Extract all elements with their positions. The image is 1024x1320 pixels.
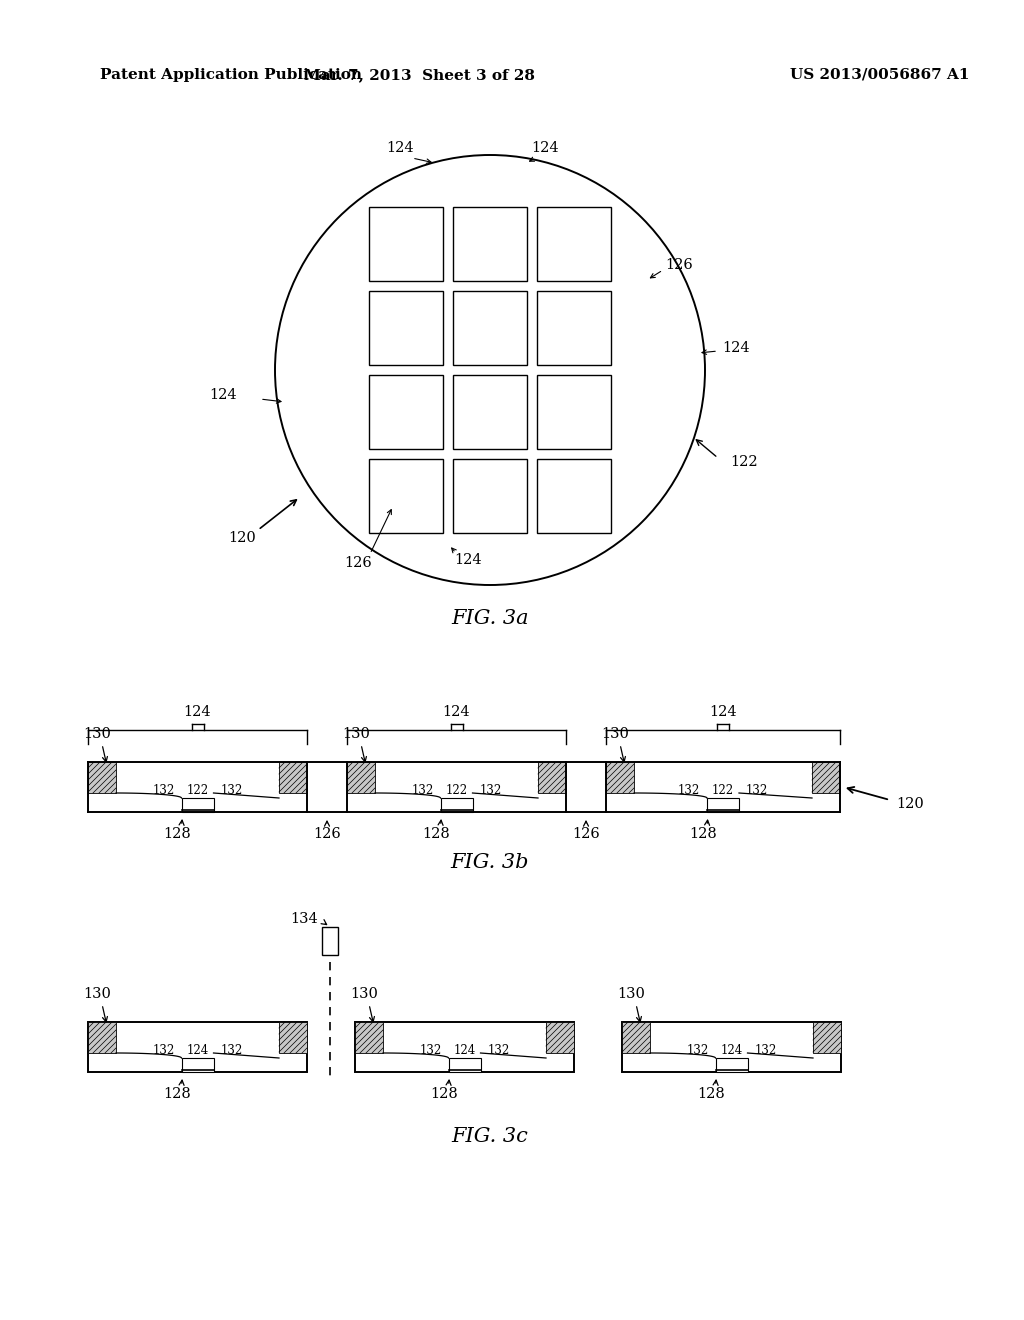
- Text: 130: 130: [601, 727, 629, 741]
- Bar: [279, 762, 307, 793]
- Text: 122: 122: [445, 784, 468, 797]
- Bar: [707, 799, 739, 812]
- Bar: [537, 207, 611, 281]
- Text: 130: 130: [83, 987, 111, 1001]
- Text: US 2013/0056867 A1: US 2013/0056867 A1: [790, 69, 970, 82]
- Text: 132: 132: [412, 784, 433, 797]
- Text: 128: 128: [164, 828, 191, 841]
- Text: 132: 132: [420, 1044, 441, 1057]
- Text: 124: 124: [186, 1044, 209, 1057]
- Text: 128: 128: [423, 828, 451, 841]
- Text: 124: 124: [455, 553, 482, 568]
- Text: 124: 124: [386, 141, 414, 154]
- Bar: [322, 927, 338, 954]
- Text: 134: 134: [290, 912, 318, 927]
- Bar: [813, 1022, 841, 1053]
- Text: 128: 128: [431, 1086, 459, 1101]
- Text: Mar. 7, 2013  Sheet 3 of 28: Mar. 7, 2013 Sheet 3 of 28: [304, 69, 536, 82]
- Bar: [347, 762, 375, 793]
- Text: 122: 122: [730, 455, 758, 469]
- Text: 122: 122: [712, 784, 734, 797]
- Text: 132: 132: [153, 1044, 175, 1057]
- Bar: [369, 207, 443, 281]
- Text: 132: 132: [686, 1044, 709, 1057]
- Text: 126: 126: [572, 828, 600, 841]
- Text: 128: 128: [689, 828, 717, 841]
- Text: 124: 124: [710, 705, 737, 719]
- Text: 124: 124: [183, 705, 211, 719]
- Bar: [369, 375, 443, 449]
- Text: 120: 120: [896, 797, 924, 810]
- Text: 130: 130: [342, 727, 370, 741]
- Text: 132: 132: [487, 1044, 510, 1057]
- Text: 132: 132: [678, 784, 700, 797]
- Text: 130: 130: [83, 727, 111, 741]
- Bar: [369, 290, 443, 366]
- Bar: [355, 1022, 383, 1053]
- Text: 128: 128: [697, 1086, 725, 1101]
- Bar: [716, 1059, 748, 1072]
- Text: 124: 124: [209, 388, 237, 403]
- Text: 124: 124: [531, 141, 559, 154]
- Bar: [537, 459, 611, 533]
- Bar: [181, 1059, 213, 1072]
- Bar: [453, 459, 527, 533]
- Text: 126: 126: [344, 556, 372, 570]
- Bar: [453, 207, 527, 281]
- Bar: [355, 1022, 574, 1072]
- Text: 120: 120: [228, 531, 256, 545]
- Bar: [537, 375, 611, 449]
- Text: 132: 132: [153, 784, 175, 797]
- Bar: [440, 799, 472, 812]
- Text: 126: 126: [665, 257, 693, 272]
- Bar: [449, 1059, 480, 1072]
- Text: 132: 132: [479, 784, 502, 797]
- Text: FIG. 3b: FIG. 3b: [451, 853, 529, 871]
- Bar: [622, 1022, 650, 1053]
- Text: 122: 122: [186, 784, 209, 797]
- Bar: [369, 459, 443, 533]
- Bar: [622, 1022, 841, 1072]
- Bar: [453, 375, 527, 449]
- Text: 124: 124: [442, 705, 470, 719]
- Bar: [538, 762, 566, 793]
- Text: 128: 128: [164, 1086, 191, 1101]
- Text: 132: 132: [755, 1044, 776, 1057]
- Bar: [546, 1022, 574, 1053]
- Bar: [606, 762, 634, 793]
- Bar: [812, 762, 840, 793]
- Text: 132: 132: [220, 784, 243, 797]
- Text: 124: 124: [454, 1044, 475, 1057]
- Bar: [88, 1022, 116, 1053]
- Text: 124: 124: [720, 1044, 742, 1057]
- Bar: [453, 290, 527, 366]
- Bar: [88, 1022, 307, 1072]
- Text: FIG. 3c: FIG. 3c: [452, 1127, 528, 1147]
- Text: 132: 132: [745, 784, 768, 797]
- Text: 132: 132: [220, 1044, 243, 1057]
- Text: FIG. 3a: FIG. 3a: [452, 609, 528, 627]
- Text: 130: 130: [617, 987, 645, 1001]
- Bar: [181, 799, 213, 812]
- Text: 130: 130: [350, 987, 378, 1001]
- Bar: [279, 1022, 307, 1053]
- Text: Patent Application Publication: Patent Application Publication: [100, 69, 362, 82]
- Bar: [88, 762, 116, 793]
- Text: 124: 124: [722, 341, 750, 355]
- Bar: [537, 290, 611, 366]
- Text: 126: 126: [313, 828, 341, 841]
